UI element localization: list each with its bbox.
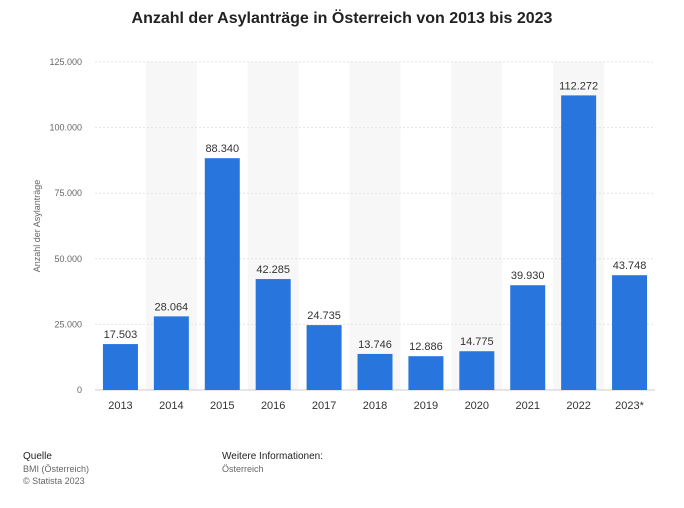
x-tick-label: 2022 (566, 400, 590, 412)
info-block: Weitere Informationen: Österreich (222, 451, 323, 475)
source-block: Quelle BMI (Österreich) © Statista 2023 (23, 451, 89, 487)
y-tick-label: 125.000 (49, 57, 82, 67)
chart-title: Anzahl der Asylanträge in Österreich von… (131, 10, 553, 27)
x-tick-labels: 2013 2014 2015 2016 2017 2018 2019 2020 2021 2022… (108, 400, 644, 412)
value-label: 39.930 (511, 270, 545, 282)
y-tick-labels: 0 25.000 50.000 75.000 100.000 125.000 (49, 57, 82, 395)
bar (459, 351, 495, 390)
x-tick-label: 2019 (414, 400, 438, 412)
copyright-line: © Statista 2023 (23, 476, 85, 486)
value-label: 42.285 (256, 264, 290, 276)
y-tick-label: 0 (77, 385, 82, 395)
value-label: 12.886 (409, 341, 443, 353)
bar (306, 325, 342, 390)
bars (102, 95, 648, 391)
value-labels: 17.503 28.064 88.340 42.285 24.735 13.746 12.8… (104, 80, 647, 353)
bar (612, 275, 648, 390)
x-tick-label: 2016 (261, 400, 285, 412)
y-tick-label: 25.000 (54, 319, 82, 329)
value-label: 88.340 (205, 143, 239, 155)
info-line: Österreich (222, 464, 264, 474)
bar-chart: 17.503 28.064 88.340 42.285 24.735 13.746 12.8… (32, 57, 655, 412)
bar (561, 95, 597, 391)
bar (510, 285, 546, 390)
source-heading: Quelle (23, 451, 52, 462)
x-tick-label: 2020 (465, 400, 489, 412)
info-heading: Weitere Informationen: (222, 451, 323, 462)
x-tick-label: 2014 (159, 400, 183, 412)
bar (357, 353, 393, 390)
y-tick-label: 50.000 (54, 254, 82, 264)
bar (255, 279, 291, 390)
x-tick-label: 2013 (108, 400, 132, 412)
y-axis-label: Anzahl der Asylanträge (32, 180, 42, 273)
bar (408, 356, 444, 390)
x-tick-label: 2023* (615, 400, 644, 412)
value-label: 112.272 (559, 80, 598, 92)
value-label: 28.064 (155, 301, 189, 313)
source-line: BMI (Österreich) (23, 464, 90, 474)
bar (204, 158, 240, 390)
bar (153, 316, 189, 390)
x-tick-label: 2018 (363, 400, 387, 412)
value-label: 14.775 (460, 336, 494, 348)
value-label: 43.748 (613, 260, 647, 272)
y-tick-label: 100.000 (49, 123, 82, 133)
x-tick-label: 2017 (312, 400, 336, 412)
band (451, 62, 503, 390)
value-label: 13.746 (358, 339, 392, 351)
y-tick-label: 75.000 (54, 188, 82, 198)
bar (102, 344, 138, 390)
x-tick-label: 2021 (515, 400, 539, 412)
x-tick-label: 2015 (210, 400, 234, 412)
band (349, 62, 401, 390)
value-label: 24.735 (307, 310, 341, 322)
value-label: 17.503 (104, 329, 138, 341)
